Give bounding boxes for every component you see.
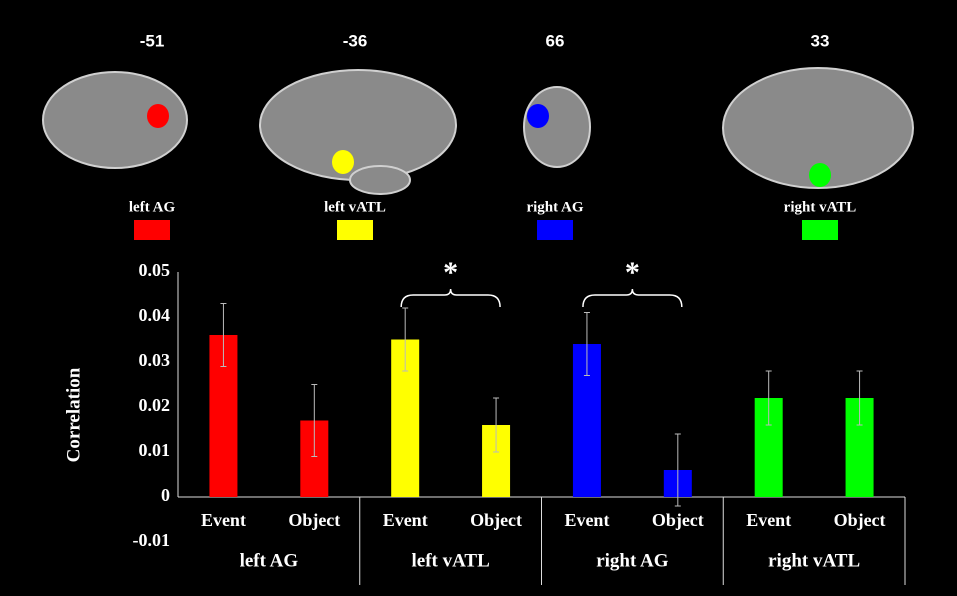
x-tick-label: Event — [201, 510, 246, 530]
group-label: right AG — [596, 550, 669, 571]
group-label: left AG — [240, 550, 299, 571]
y-tick-label: 0.01 — [139, 440, 171, 460]
roi-label: right vATL — [784, 199, 857, 215]
slice-coordinate: -36 — [343, 31, 368, 50]
y-tick-label: 0.03 — [139, 350, 171, 370]
roi-blob — [809, 163, 831, 187]
roi-blob — [527, 104, 549, 128]
slice-coordinate: 66 — [546, 31, 565, 50]
roi-color-key — [537, 220, 573, 240]
brain-image — [260, 70, 456, 180]
x-tick-label: Object — [470, 510, 522, 530]
slice-coordinate: -51 — [140, 31, 165, 50]
x-tick-label: Event — [564, 510, 609, 530]
x-tick-label: Event — [746, 510, 791, 530]
roi-blob — [147, 104, 169, 128]
roi-label: right AG — [526, 199, 583, 215]
roi-label: left vATL — [324, 199, 386, 215]
x-tick-label: Object — [652, 510, 704, 530]
roi-label: left AG — [129, 199, 176, 215]
figure: Correlation -51 left AG -36 left vATL 66 righ… — [0, 0, 957, 596]
significance-marker: * — [625, 256, 640, 289]
roi-blob — [332, 150, 354, 174]
group-label: right vATL — [768, 550, 860, 571]
roi-color-key — [134, 220, 170, 240]
y-tick-label: -0.01 — [133, 530, 171, 550]
x-tick-label: Object — [288, 510, 340, 530]
page: Correlation -51 left AG -36 left vATL 66 righ… — [0, 0, 957, 596]
significance-marker: * — [443, 256, 458, 289]
y-tick-label: 0.05 — [139, 260, 171, 280]
y-tick-label: 0.02 — [139, 395, 171, 415]
x-tick-label: Object — [834, 510, 886, 530]
slice-coordinate: 33 — [811, 31, 830, 50]
x-tick-label: Event — [383, 510, 428, 530]
roi-color-key — [802, 220, 838, 240]
y-axis-label: Correlation — [63, 367, 84, 462]
brain-image — [350, 166, 410, 194]
y-tick-label: 0 — [161, 485, 170, 505]
roi-color-key — [337, 220, 373, 240]
y-tick-label: 0.04 — [139, 305, 171, 325]
group-label: left vATL — [411, 550, 489, 571]
